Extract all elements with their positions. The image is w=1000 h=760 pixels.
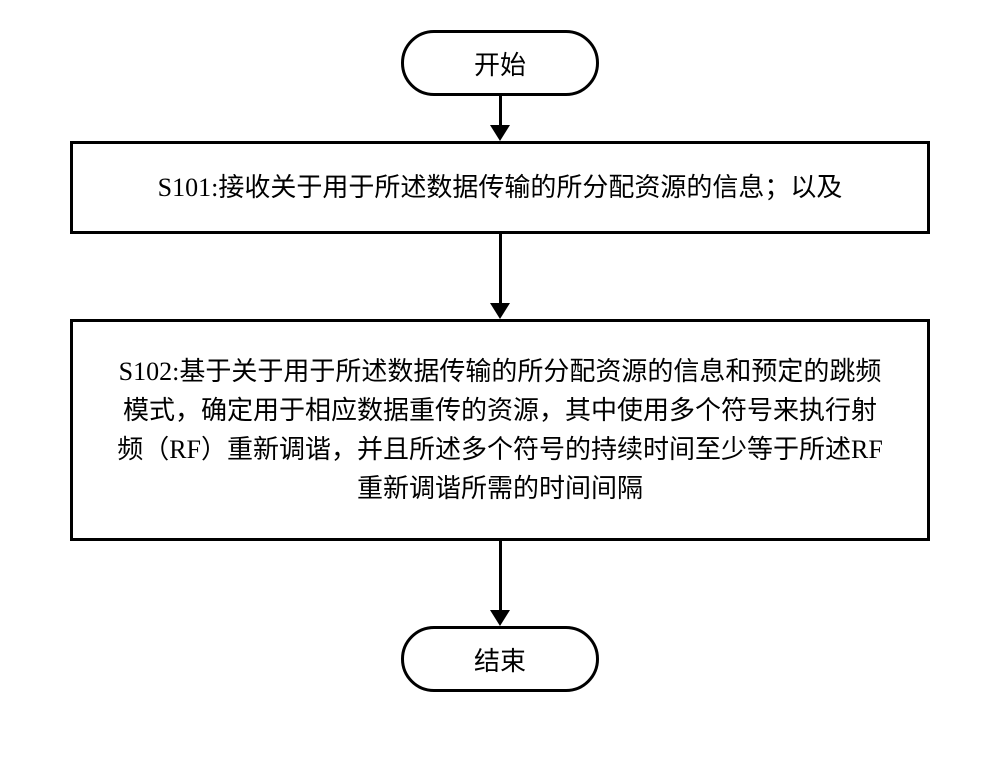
arrow-line — [499, 96, 502, 126]
arrow-s102-to-end — [490, 541, 510, 626]
arrow-line — [499, 541, 502, 611]
s102-node: S102:基于关于用于所述数据传输的所分配资源的信息和预定的跳频模式，确定用于相… — [70, 319, 930, 541]
arrow-line — [499, 234, 502, 304]
s102-label: S102:基于关于用于所述数据传输的所分配资源的信息和预定的跳频模式，确定用于相… — [117, 357, 883, 503]
end-label: 结束 — [474, 641, 526, 678]
arrow-head-icon — [490, 125, 510, 141]
flowchart-container: 开始 S101:接收关于用于所述数据传输的所分配资源的信息；以及 S102:基于… — [50, 30, 950, 692]
end-node: 结束 — [401, 626, 599, 692]
arrow-head-icon — [490, 303, 510, 319]
s101-node: S101:接收关于用于所述数据传输的所分配资源的信息；以及 — [70, 141, 930, 234]
arrow-s101-to-s102 — [490, 234, 510, 319]
s101-label: S101:接收关于用于所述数据传输的所分配资源的信息；以及 — [158, 173, 843, 202]
arrow-head-icon — [490, 610, 510, 626]
start-node: 开始 — [401, 30, 599, 96]
start-label: 开始 — [474, 45, 526, 82]
arrow-start-to-s101 — [490, 96, 510, 141]
